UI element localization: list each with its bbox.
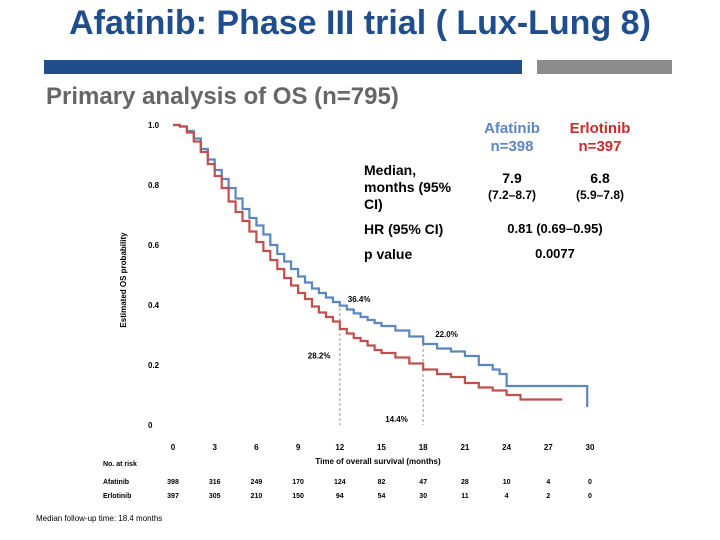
landmark-annotations: 36.4% 28.2% 22.0% 14.4% (308, 295, 458, 424)
at-risk-label: No. at risk (103, 461, 137, 468)
at-risk-count: 316 (209, 479, 221, 486)
y-tick-label: 0 (148, 421, 153, 430)
at-risk-count: 150 (292, 493, 304, 500)
at-risk-count: 397 (167, 493, 179, 500)
landmark-annotation: 22.0% (435, 330, 458, 339)
slide-subtitle: Primary analysis of OS (n=795) (46, 83, 399, 110)
stats-table: Afatinib n=398 Erlotinib n=397 Median, m… (360, 118, 690, 268)
x-tick-label: 3 (212, 443, 217, 452)
hr-value: 0.81 (0.69–0.95) (507, 221, 603, 236)
at-risk-row-name: Afatinib (103, 479, 129, 486)
at-risk-count: 4 (546, 479, 550, 486)
x-tick-label: 6 (254, 443, 259, 452)
at-risk-count: 28 (461, 479, 469, 486)
median-label: Median, months (95% CI) (364, 162, 452, 212)
at-risk-count: 10 (503, 479, 511, 486)
y-tick-label: 0.6 (148, 241, 160, 250)
landmark-guides (339, 308, 424, 425)
x-tick-label: 27 (544, 443, 553, 452)
x-axis-label: Time of overall survival (months) (315, 457, 441, 466)
survival-curves (173, 123, 589, 407)
landmark-annotation: 28.2% (308, 351, 331, 360)
at-risk-count: 2 (546, 493, 550, 500)
x-tick-label: 21 (460, 443, 469, 452)
landmark-annotation: 14.4% (385, 415, 408, 424)
at-risk-count: 54 (378, 493, 386, 500)
median-afatinib-ci: (7.2–8.7) (487, 188, 537, 202)
y-tick-label: 0.8 (148, 181, 160, 190)
at-risk-count: 11 (461, 493, 469, 500)
at-risk-count: 4 (505, 493, 509, 500)
at-risk-count: 0 (588, 493, 592, 500)
median-erlotinib-value: 6.8 (590, 170, 610, 186)
x-tick-label: 15 (377, 443, 386, 452)
afatinib-header: Afatinib n=398 (484, 120, 540, 155)
at-risk-count: 170 (292, 479, 304, 486)
p-value: 0.0077 (535, 246, 575, 261)
at-risk-count: 94 (336, 493, 344, 500)
x-tick-label: 9 (296, 443, 301, 452)
chart-axes: 0 0.2 0.4 0.6 0.8 1.0 0 3 6 9 12 15 18 21 24 27 30 Estima… (119, 121, 595, 466)
at-risk-row-name: Erlotinib (103, 493, 131, 500)
at-risk-count: 124 (334, 479, 346, 486)
at-risk-count: 305 (209, 493, 221, 500)
y-tick-label: 0.2 (148, 361, 160, 370)
p-label: p value (364, 246, 413, 262)
median-afatinib-value: 7.9 (502, 170, 522, 186)
x-tick-label: 24 (502, 443, 511, 452)
at-risk-count: 210 (251, 493, 263, 500)
x-tick-label: 0 (171, 443, 176, 452)
x-tick-label: 30 (586, 443, 595, 452)
survival-curve-erlotinib (173, 123, 563, 401)
title-accent-bar (537, 60, 672, 74)
y-tick-label: 0.4 (148, 301, 160, 310)
at-risk-count: 82 (378, 479, 386, 486)
x-tick-label: 12 (335, 443, 344, 452)
at-risk-count: 30 (419, 493, 427, 500)
landmark-annotation: 36.4% (348, 295, 371, 304)
at-risk-count: 0 (588, 479, 592, 486)
at-risk-table: No. at risk Afatinib 398 316 249 170 124 82 47 28… (103, 461, 592, 500)
follow-up-footnote: Median follow-up time: 18.4 months (36, 514, 163, 523)
hr-label: HR (95% CI) (364, 221, 444, 237)
erlotinib-header: Erlotinib n=397 (569, 120, 631, 155)
y-axis-label: Estimated OS probability (119, 232, 128, 328)
median-erlotinib-ci: (5.9–7.8) (575, 188, 625, 202)
survival-curve-afatinib (173, 123, 589, 407)
at-risk-count: 398 (167, 479, 179, 486)
slide-title: Afatinib: Phase III trial ( Lux-Lung 8) (69, 4, 651, 42)
at-risk-count: 47 (419, 479, 427, 486)
y-tick-label: 1.0 (148, 121, 160, 130)
x-tick-label: 18 (419, 443, 428, 452)
title-underline-bar (44, 60, 522, 74)
at-risk-count: 249 (251, 479, 263, 486)
